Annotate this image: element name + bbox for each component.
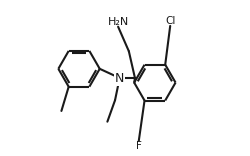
Text: H₂N: H₂N: [108, 17, 129, 27]
Text: N: N: [115, 71, 124, 85]
Text: Cl: Cl: [165, 16, 175, 26]
Text: F: F: [136, 141, 142, 151]
